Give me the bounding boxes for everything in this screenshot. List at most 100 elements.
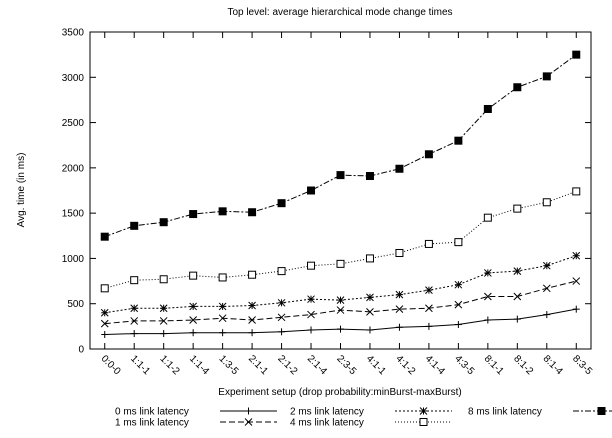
data-point [366,308,374,316]
marker-box [365,254,374,263]
marker-stroke [189,316,198,324]
x-tick-label: 2:1-1 [246,353,270,377]
marker-stroke [336,296,345,304]
marker-box [454,238,463,247]
data-point [513,267,522,275]
marker-stroke [572,277,581,285]
data-point [513,83,522,92]
data-point [160,330,168,338]
marker-stroke [244,418,253,426]
data-point [425,322,433,330]
data-point [366,293,374,302]
marker-stroke [419,407,428,415]
marker-box [424,150,433,159]
legend-label: 2 ms link latency [290,407,364,418]
y-tick-label: 2500 [62,118,85,129]
marker-stroke [248,316,256,324]
data-point [395,248,404,257]
x-tick-label: 4:3-5 [452,353,476,377]
y-tick-label: 3500 [62,28,85,39]
data-point [425,286,433,294]
data-point [307,261,316,270]
data-point [336,306,345,314]
x-tick-label: 4:1-1 [364,353,388,377]
marker-box [159,218,168,227]
marker-box [483,213,492,222]
data-point [483,213,492,222]
data-point [419,418,428,426]
data-point [307,295,315,304]
data-point [336,171,345,180]
x-tick-label: 1:3-5 [216,353,240,377]
data-point [365,172,374,181]
marker-stroke [425,304,433,313]
data-point [218,273,227,282]
data-point [189,302,198,311]
marker-box [248,270,257,279]
data-point [454,300,463,309]
marker-stroke [189,302,198,311]
data-point [572,187,581,196]
marker-stroke [513,267,522,275]
marker-box [542,72,551,81]
data-point [483,104,492,113]
data-point [159,275,168,284]
marker-stroke [218,314,227,323]
data-point [542,284,551,293]
data-point [543,311,551,319]
data-point [454,280,463,289]
data-point [248,329,256,337]
data-point [307,310,315,319]
data-point [307,186,316,195]
data-point [572,305,580,313]
data-point [513,204,522,213]
marker-stroke [159,317,168,325]
y-tick-label: 2000 [62,163,85,174]
data-point [597,407,606,415]
marker-box [189,210,198,219]
marker-box [424,239,433,248]
marker-box [100,232,109,241]
marker-stroke [248,301,256,310]
data-point [307,326,315,334]
marker-stroke [307,295,315,304]
data-point [483,292,492,301]
data-point [454,238,463,247]
x-tick-label: 8:3-5 [570,353,594,377]
marker-box [189,271,198,280]
marker-box [395,248,404,257]
marker-box [218,207,227,216]
data-point [454,321,462,329]
data-point [337,325,344,333]
marker-box [277,267,286,276]
data-point [189,316,198,324]
marker-box [100,284,109,293]
marker-stroke [307,310,315,319]
legend-label: 1 ms link latency [115,418,189,429]
y-tick-label: 3000 [62,73,85,84]
data-point [395,323,403,331]
series-line [104,54,577,238]
marker-box [130,221,139,230]
marker-box [572,187,581,196]
legend-label: 0 ms link latency [115,407,189,418]
marker-box [130,276,139,285]
marker-stroke [159,304,168,313]
marker-stroke [130,304,139,313]
marker-stroke [454,300,463,309]
data-point [218,207,227,216]
data-point [189,329,197,337]
data-point [542,72,551,81]
data-point [130,317,139,325]
data-point [425,304,433,313]
marker-stroke [100,319,109,328]
marker-box [395,164,404,173]
data-point [454,136,463,145]
marker-box [307,186,316,195]
data-point [245,407,252,415]
x-tick-label: 1:1-1 [128,353,152,377]
x-tick-label: 8:1-4 [541,353,565,377]
y-tick-label: 1000 [62,254,85,265]
series-line [104,190,577,289]
